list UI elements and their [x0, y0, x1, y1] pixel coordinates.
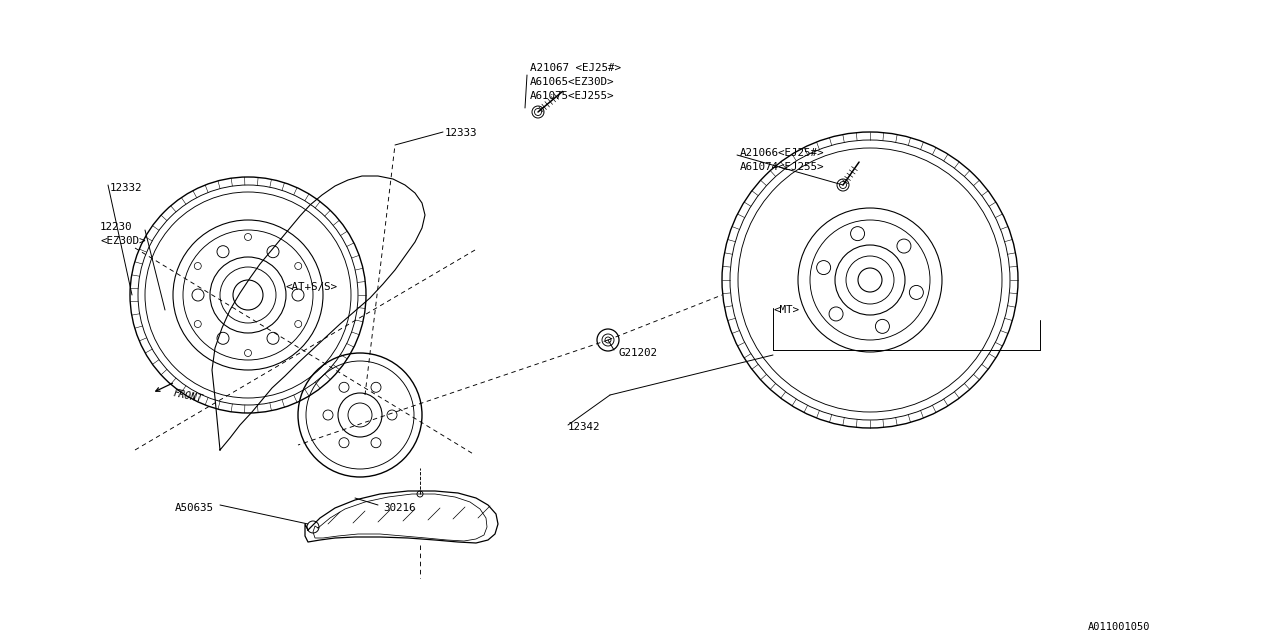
- Text: <MT>: <MT>: [773, 305, 799, 315]
- Text: 30216: 30216: [383, 503, 416, 513]
- Text: <AT+S/S>: <AT+S/S>: [285, 282, 337, 292]
- Text: A011001050: A011001050: [1088, 622, 1149, 632]
- Text: A21067 <EJ25#>: A21067 <EJ25#>: [530, 63, 621, 73]
- Text: A61065<EZ30D>: A61065<EZ30D>: [530, 77, 614, 87]
- Text: <EZ30D>: <EZ30D>: [100, 236, 146, 246]
- Text: 12342: 12342: [568, 422, 600, 432]
- Text: A21066<EJ25#>: A21066<EJ25#>: [740, 148, 824, 158]
- Text: FRONT: FRONT: [172, 388, 204, 404]
- Text: 12332: 12332: [110, 183, 142, 193]
- Text: A50635: A50635: [175, 503, 214, 513]
- Text: A61074<EJ255>: A61074<EJ255>: [740, 162, 824, 172]
- Text: 12333: 12333: [445, 128, 477, 138]
- Text: 12230: 12230: [100, 222, 133, 232]
- Text: G21202: G21202: [618, 348, 657, 358]
- Text: A61075<EJ255>: A61075<EJ255>: [530, 91, 614, 101]
